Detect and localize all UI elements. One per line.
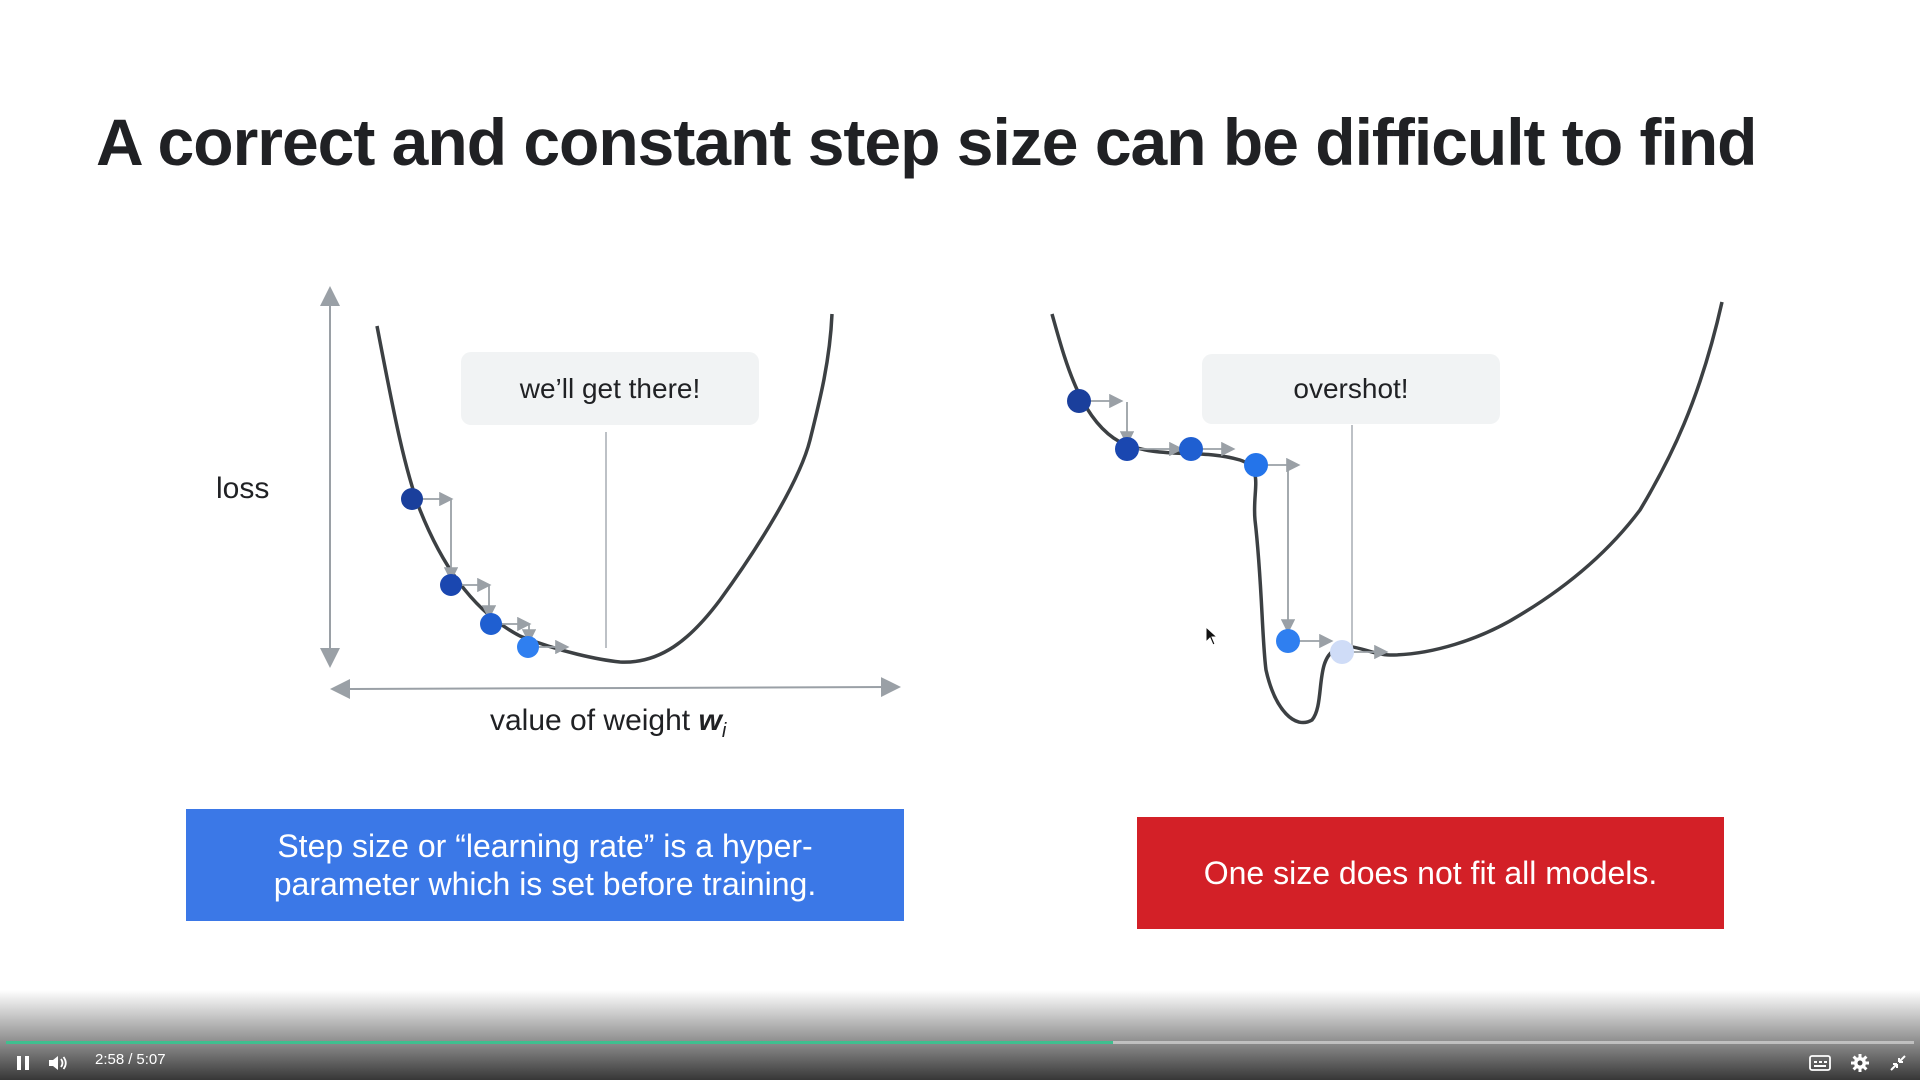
right-callout: overshot! bbox=[1202, 354, 1500, 424]
progress-bar-played bbox=[6, 1041, 1113, 1044]
settings-icon bbox=[1851, 1054, 1869, 1072]
slide-title: A correct and constant step size can be … bbox=[96, 105, 1757, 179]
progress-bar[interactable] bbox=[6, 1041, 1914, 1044]
player-controls-bar bbox=[0, 990, 1920, 1080]
weight-symbol: wi bbox=[698, 704, 726, 742]
captions-button[interactable] bbox=[1808, 1052, 1832, 1074]
step-point bbox=[1067, 389, 1091, 413]
left-diagram bbox=[320, 286, 901, 699]
step-point-overshot bbox=[1330, 640, 1354, 664]
volume-icon bbox=[49, 1056, 67, 1070]
mouse-cursor-icon bbox=[1205, 626, 1219, 646]
volume-button[interactable] bbox=[47, 1052, 71, 1074]
pause-icon bbox=[17, 1056, 29, 1070]
right-diagram bbox=[1050, 301, 1724, 725]
learning-rate-note: Step size or “learning rate” is a hyper-… bbox=[186, 809, 904, 921]
diagrams-canvas bbox=[320, 286, 1724, 725]
x-axis bbox=[349, 677, 901, 698]
settings-button[interactable] bbox=[1848, 1051, 1872, 1075]
step-point bbox=[1115, 437, 1139, 461]
learning-rate-note-text: Step size or “learning rate” is a hyper-… bbox=[273, 828, 817, 902]
x-axis-label: value of weight wi bbox=[490, 704, 726, 743]
step-point bbox=[440, 574, 462, 596]
pause-button[interactable] bbox=[12, 1052, 34, 1074]
x-axis-label-text: value of weight bbox=[490, 704, 699, 737]
exit-fullscreen-button[interactable] bbox=[1886, 1052, 1910, 1074]
step-point bbox=[1276, 629, 1300, 653]
step-point bbox=[1179, 437, 1203, 461]
time-separator: / bbox=[128, 1051, 133, 1068]
y-axis-label: loss bbox=[216, 472, 270, 505]
time-display: 2:58/5:07 bbox=[95, 1051, 166, 1068]
left-callout: we’ll get there! bbox=[461, 352, 759, 425]
captions-icon bbox=[1809, 1055, 1831, 1071]
step-point bbox=[517, 636, 539, 658]
current-time: 2:58 bbox=[95, 1051, 125, 1068]
step-point bbox=[1244, 453, 1268, 477]
one-size-note: One size does not fit all models. bbox=[1137, 817, 1724, 929]
duration: 5:07 bbox=[136, 1051, 166, 1068]
exit-fullscreen-icon bbox=[1890, 1055, 1906, 1071]
weight-symbol-letter: w bbox=[698, 704, 722, 737]
step-point bbox=[401, 488, 423, 510]
step-point bbox=[480, 613, 502, 635]
weight-symbol-subscript: i bbox=[721, 720, 727, 742]
